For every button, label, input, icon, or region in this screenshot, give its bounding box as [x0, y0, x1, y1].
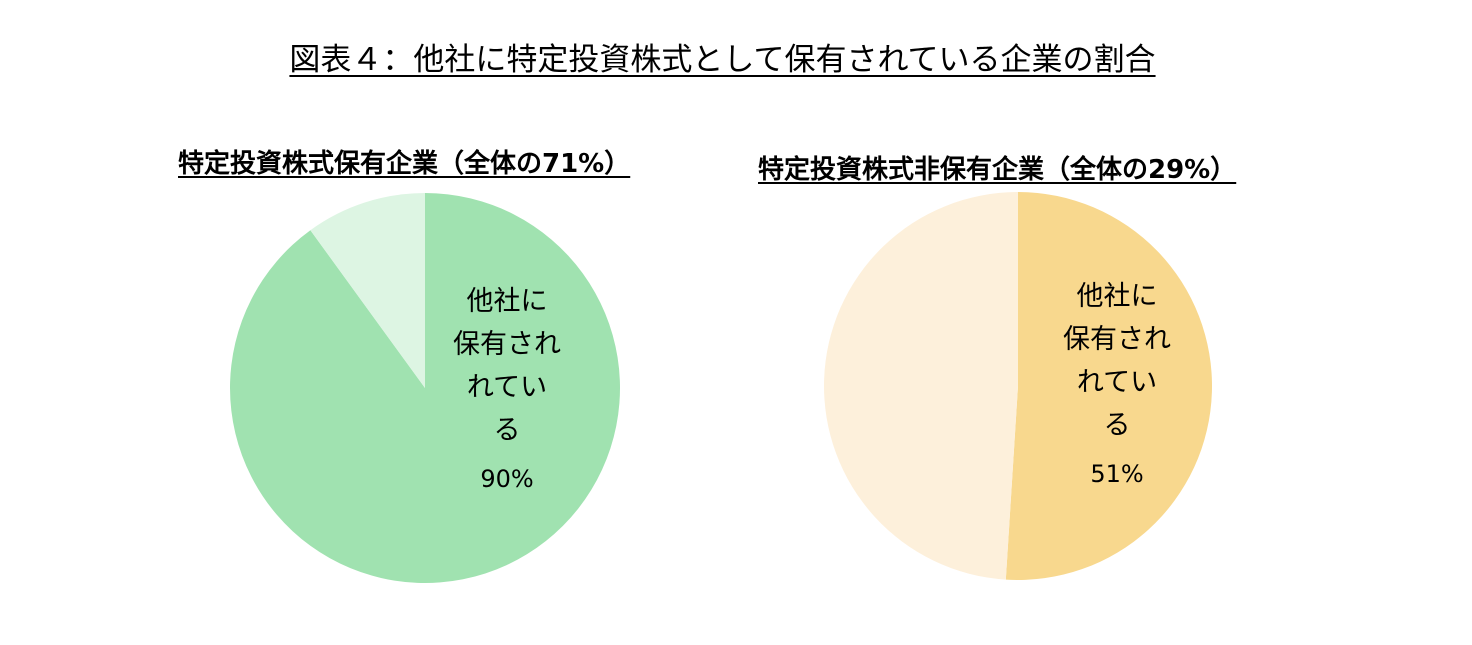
slice-label-line-holding-3: る	[494, 415, 521, 446]
slice-label-line-non-holding-0: 他社に	[1077, 281, 1158, 312]
slice-label-line-holding-1: 保有され	[453, 329, 561, 360]
slice-label-line-non-holding-3: る	[1104, 410, 1131, 441]
slice-value-label-non-holding: 51%	[1090, 460, 1143, 488]
pie-chart-holding: 特定投資株式保有企業（全体の71%）	[170, 140, 690, 182]
pie-slice-non-holding-1	[824, 192, 1018, 580]
page-title: 図表４：他社に特定投資株式として保有されている企業の割合	[0, 40, 1445, 80]
pie-slice-holding-0	[229, 193, 620, 584]
slice-value-label-holding: 90%	[480, 465, 533, 493]
slice-label-line-non-holding-1: 保有され	[1063, 324, 1171, 355]
slice-label-line-non-holding-2: れてい	[1077, 367, 1157, 398]
pie-slice-non-holding-0	[1005, 192, 1213, 580]
chart-title-holding: 特定投資株式保有企業（全体の71%）	[178, 149, 631, 179]
pie-chart-non-holding: 特定投資株式非保有企業（全体の29%）	[750, 140, 1290, 188]
slice-label-line-holding-0: 他社に	[467, 286, 548, 317]
slice-label-line-holding-2: れてい	[467, 372, 547, 403]
pie-slice-holding-1	[310, 193, 425, 388]
page-title-text: 図表４：他社に特定投資株式として保有されている企業の割合	[289, 42, 1156, 78]
chart-title-non-holding: 特定投資株式非保有企業（全体の29%）	[758, 155, 1237, 185]
